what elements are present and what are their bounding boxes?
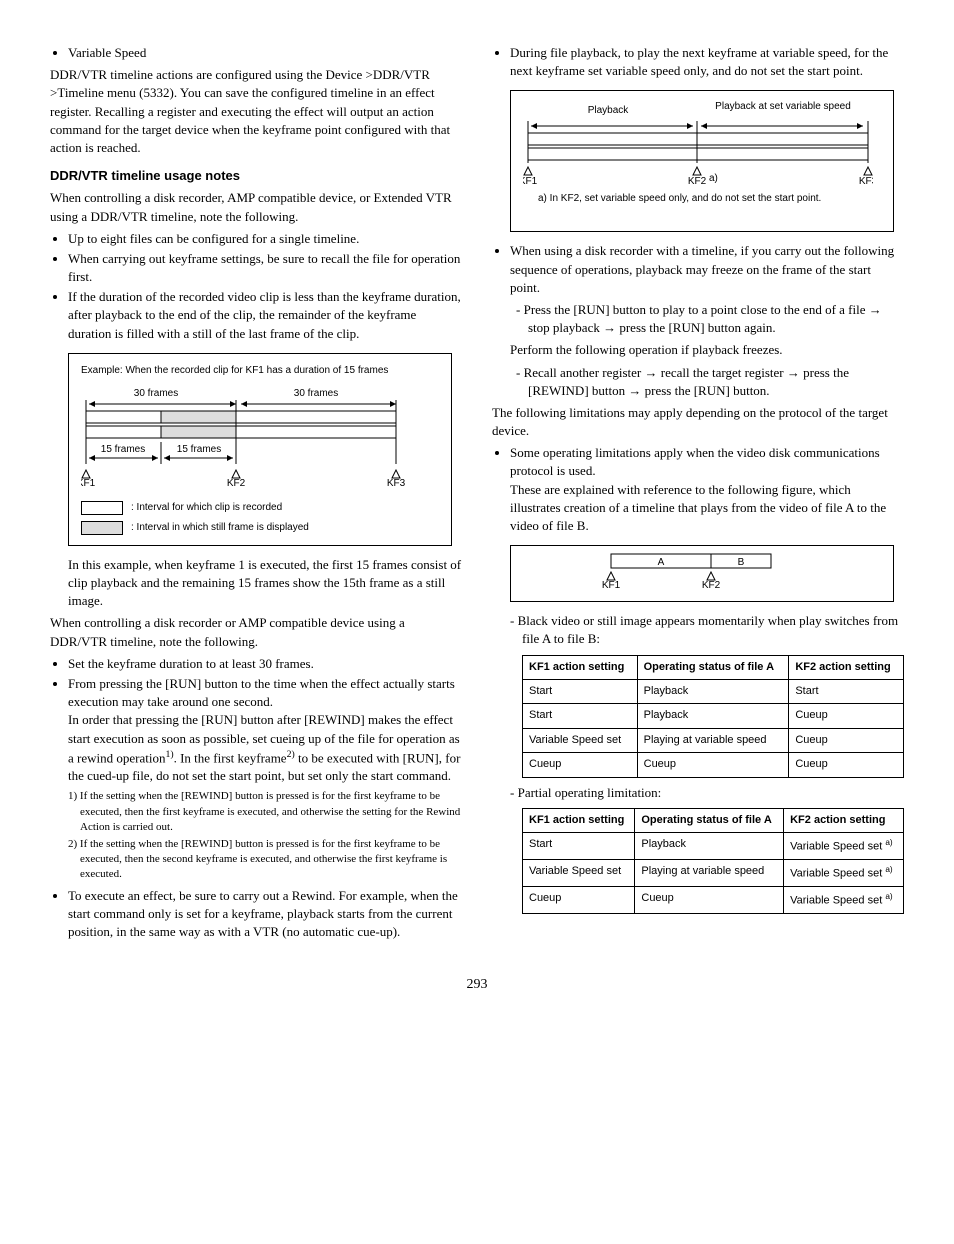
bullet-list-1: Up to eight files can be configured for …	[50, 230, 462, 343]
right-column: During file playback, to play the next k…	[492, 40, 904, 945]
heading-ddr-vtr-notes: DDR/VTR timeline usage notes	[50, 167, 462, 185]
svg-text:KF1: KF1	[523, 176, 538, 187]
dash-item: Partial operating limitation:	[522, 784, 904, 802]
th: Operating status of file A	[637, 655, 789, 679]
bullet-variable-speed: Variable Speed	[68, 44, 462, 62]
th: KF2 action setting	[789, 655, 904, 679]
diagram-svg-3: A B KF1 KF2	[521, 552, 871, 590]
diagram-file-a-b: A B KF1 KF2	[510, 545, 894, 602]
svg-text:Playback: Playback	[588, 105, 630, 116]
bullet: When using a disk recorder with a timeli…	[510, 242, 904, 400]
svg-text:Playback at set variable speed: Playback at set variable speed	[715, 101, 851, 112]
th: KF2 action setting	[784, 808, 904, 832]
svg-text:KF2: KF2	[227, 478, 246, 486]
svg-text:KF2: KF2	[688, 176, 707, 187]
svg-text:B: B	[738, 557, 745, 568]
para-controlling-2: When controlling a disk recorder or AMP …	[50, 614, 462, 650]
legend-text-1: : Interval for which clip is recorded	[131, 501, 282, 515]
page-number: 293	[50, 975, 904, 995]
para-limitations: The following limitations may apply depe…	[492, 404, 904, 440]
diagram-example-clip: Example: When the recorded clip for KF1 …	[68, 353, 452, 546]
bullet: To execute an effect, be sure to carry o…	[68, 887, 462, 942]
svg-text:30 frames: 30 frames	[134, 388, 178, 399]
th: Operating status of file A	[635, 808, 784, 832]
svg-text:KF1: KF1	[602, 580, 621, 590]
intro-paragraph: DDR/VTR timeline actions are configured …	[50, 66, 462, 157]
bullet: Up to eight files can be configured for …	[68, 230, 462, 248]
legend-box-clear	[81, 501, 123, 515]
dash-item: Black video or still image appears momen…	[522, 612, 904, 648]
bullet: Set the keyframe duration to at least 30…	[68, 655, 462, 673]
bullet: During file playback, to play the next k…	[510, 44, 904, 80]
svg-text:KF3: KF3	[387, 478, 406, 486]
svg-text:15 frames: 15 frames	[101, 444, 145, 455]
dash-item: Recall another register → recall the tar…	[528, 364, 904, 400]
svg-text:a) In KF2, set variable speed: a) In KF2, set variable speed only, and …	[538, 193, 821, 204]
svg-text:A: A	[658, 557, 665, 568]
diagram-playback-varspeed: Playback Playback at set variable speed	[510, 90, 894, 232]
svg-text:a): a)	[709, 173, 718, 184]
bullet: If the duration of the recorded video cl…	[68, 288, 462, 343]
th: KF1 action setting	[523, 808, 635, 832]
diagram-title: Example: When the recorded clip for KF1 …	[81, 364, 439, 378]
diagram-svg-2: Playback Playback at set variable speed	[523, 101, 873, 216]
table-1: KF1 action setting Operating status of f…	[522, 655, 904, 778]
bullet: Some operating limitations apply when th…	[510, 444, 904, 535]
footnote-1: 1) If the setting when the [REWIND] butt…	[68, 789, 462, 835]
left-column: Variable Speed DDR/VTR timeline actions …	[50, 40, 462, 945]
dash-item: Press the [RUN] button to play to a poin…	[528, 301, 904, 337]
svg-text:KF1: KF1	[81, 478, 96, 486]
footnote-2: 2) If the setting when the [REWIND] butt…	[68, 837, 462, 883]
diagram-svg-1: 30 frames 30 frames 15 frames 15 frames	[81, 386, 421, 486]
th: KF1 action setting	[523, 655, 638, 679]
legend-text-2: : Interval in which still frame is displ…	[131, 521, 309, 535]
bullet-list-2: Set the keyframe duration to at least 30…	[50, 655, 462, 786]
svg-text:15 frames: 15 frames	[177, 444, 221, 455]
svg-text:KF3: KF3	[859, 176, 873, 187]
bullet: When carrying out keyframe settings, be …	[68, 250, 462, 286]
bullet: From pressing the [RUN] button to the ti…	[68, 675, 462, 785]
svg-text:30 frames: 30 frames	[294, 388, 338, 399]
para-controlling: When controlling a disk recorder, AMP co…	[50, 189, 462, 225]
footnotes: 1) If the setting when the [REWIND] butt…	[68, 789, 462, 882]
legend-box-shaded	[81, 521, 123, 535]
table-2: KF1 action setting Operating status of f…	[522, 808, 904, 915]
diagram-explanation: In this example, when keyframe 1 is exec…	[68, 556, 462, 611]
svg-text:KF2: KF2	[702, 580, 721, 590]
